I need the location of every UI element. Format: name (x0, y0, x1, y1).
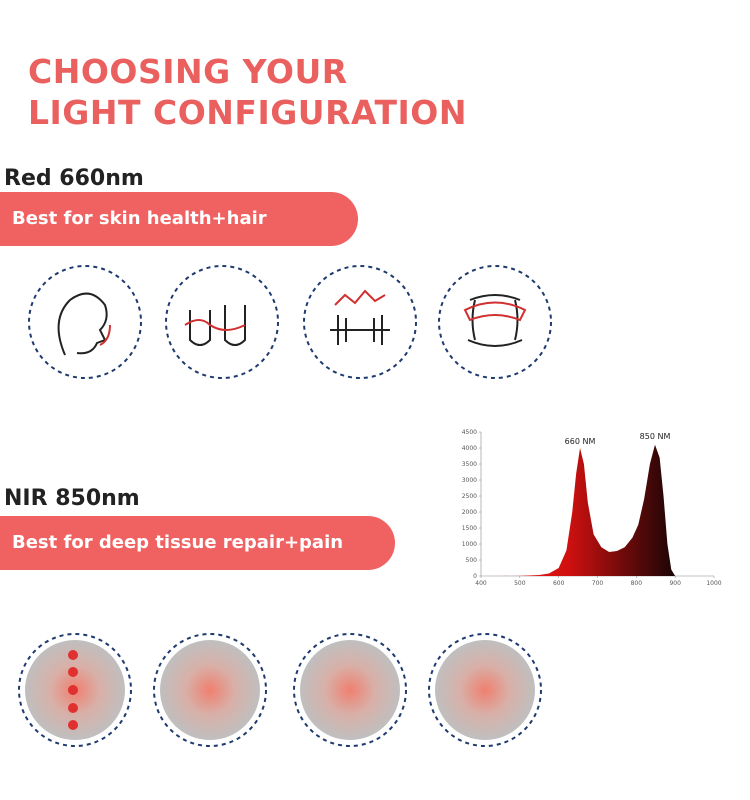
y-tick-label: 1000 (462, 541, 477, 548)
icons (57, 289, 527, 356)
y-tick-label: 0 (473, 573, 477, 580)
tagline-pill: Best for skin health+hair regrowth (0, 192, 358, 283)
spectrum-chart: 0 500 1000 1500 2000 2500 3000 3500 4000 4500 400 5… (462, 429, 722, 587)
x-tick-label: 700 (592, 580, 604, 587)
photos (25, 640, 535, 740)
spectrum-area (481, 444, 676, 576)
icon-circles (18, 265, 552, 747)
spine-dots (68, 650, 78, 730)
peak-label: 850 NM (640, 432, 671, 441)
x-tick-label: 400 (475, 580, 487, 587)
y-tick-label: 4500 (462, 429, 477, 436)
y-tick-label: 3500 (462, 461, 477, 468)
y-tick-label: 2500 (462, 493, 477, 500)
y-tick-label: 500 (466, 557, 478, 564)
x-tick-label: 900 (669, 580, 681, 587)
x-tick-label: 600 (553, 580, 565, 587)
x-tick-label: 800 (631, 580, 643, 587)
y-tick-label: 2000 (462, 509, 477, 516)
peak-label: 660 NM (565, 437, 596, 446)
section-heading: Red 660nm (4, 166, 144, 191)
tagline-pill: Best for deep tissue repair+pain relief (0, 516, 395, 607)
x-tick-label: 1000 (706, 580, 721, 587)
x-tick-label: 500 (514, 580, 526, 587)
y-tick-label: 1500 (462, 525, 477, 532)
title-line: LIGHT CONFIGURATION (28, 93, 467, 132)
title-line: CHOOSING YOUR (28, 52, 348, 91)
y-tick-label: 3000 (462, 477, 477, 484)
section-heading: NIR 850nm (4, 486, 140, 511)
y-tick-label: 4000 (462, 445, 477, 452)
